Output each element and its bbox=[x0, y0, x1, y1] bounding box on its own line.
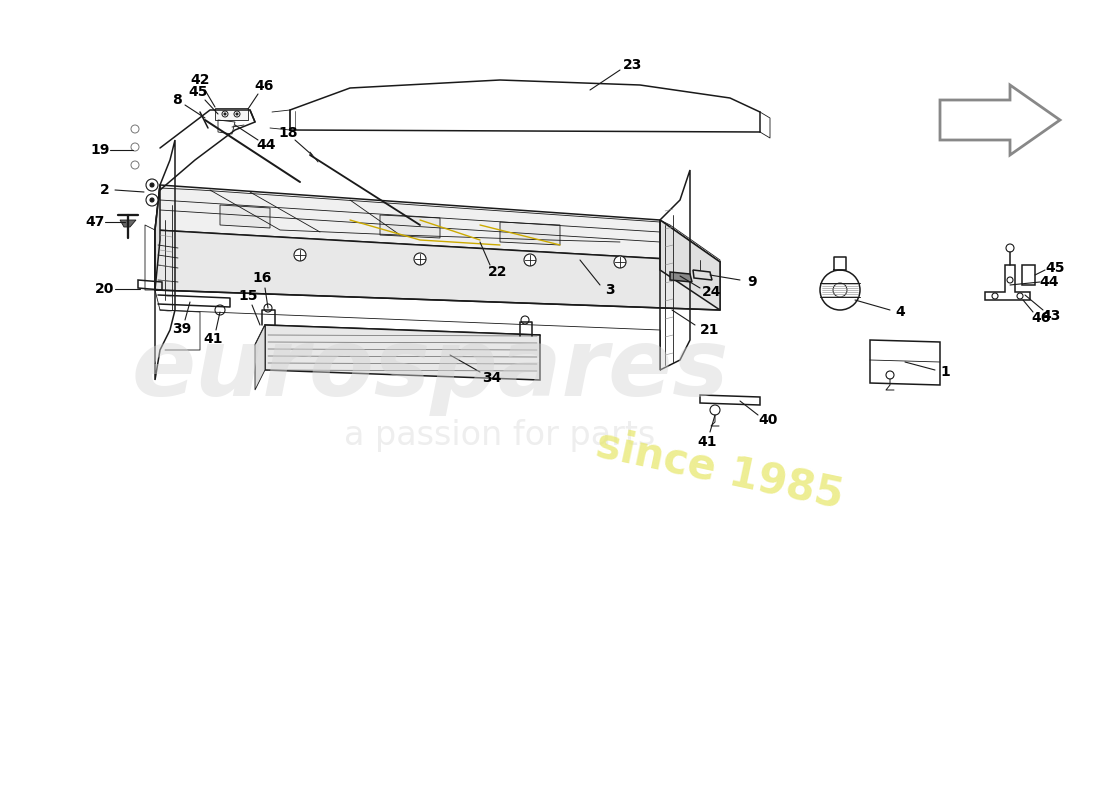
Circle shape bbox=[1006, 277, 1013, 283]
Circle shape bbox=[521, 316, 529, 324]
Text: 47: 47 bbox=[86, 215, 104, 229]
Circle shape bbox=[992, 293, 998, 299]
Polygon shape bbox=[220, 205, 270, 228]
Text: since 1985: since 1985 bbox=[593, 423, 847, 517]
Text: 41: 41 bbox=[204, 332, 222, 346]
Text: 21: 21 bbox=[701, 323, 719, 337]
Text: 45: 45 bbox=[188, 85, 208, 99]
Text: 40: 40 bbox=[758, 413, 778, 427]
Text: 46: 46 bbox=[1032, 311, 1050, 325]
Text: 19: 19 bbox=[90, 143, 110, 157]
Circle shape bbox=[1018, 293, 1023, 299]
Circle shape bbox=[146, 194, 158, 206]
Text: a passion for parts: a passion for parts bbox=[344, 418, 656, 451]
Text: 24: 24 bbox=[702, 285, 722, 299]
Polygon shape bbox=[255, 325, 540, 355]
Polygon shape bbox=[940, 85, 1060, 155]
Text: eurospares: eurospares bbox=[131, 324, 728, 416]
Text: 44: 44 bbox=[256, 138, 276, 152]
Text: 4: 4 bbox=[895, 305, 905, 319]
Text: 16: 16 bbox=[252, 271, 272, 285]
Text: 15: 15 bbox=[239, 289, 257, 303]
Circle shape bbox=[820, 270, 860, 310]
Polygon shape bbox=[214, 108, 248, 120]
Text: 34: 34 bbox=[482, 371, 502, 385]
Circle shape bbox=[710, 405, 720, 415]
Text: 18: 18 bbox=[278, 126, 298, 140]
Circle shape bbox=[264, 304, 272, 312]
Circle shape bbox=[150, 198, 154, 202]
Polygon shape bbox=[155, 185, 720, 262]
Polygon shape bbox=[379, 215, 440, 238]
Text: 39: 39 bbox=[173, 322, 191, 336]
Polygon shape bbox=[500, 222, 560, 245]
Text: 9: 9 bbox=[747, 275, 757, 289]
Polygon shape bbox=[670, 272, 692, 282]
Polygon shape bbox=[120, 220, 136, 227]
Text: 42: 42 bbox=[190, 73, 210, 87]
Text: 46: 46 bbox=[254, 79, 274, 93]
Text: 44: 44 bbox=[1040, 275, 1058, 289]
Circle shape bbox=[294, 249, 306, 261]
Text: 41: 41 bbox=[697, 435, 717, 449]
Text: 43: 43 bbox=[1042, 309, 1060, 323]
Circle shape bbox=[222, 111, 228, 117]
Circle shape bbox=[224, 113, 225, 115]
Polygon shape bbox=[255, 325, 265, 390]
Text: 3: 3 bbox=[605, 283, 615, 297]
Polygon shape bbox=[660, 220, 720, 310]
Text: 20: 20 bbox=[96, 282, 114, 296]
Text: 1: 1 bbox=[940, 365, 950, 379]
Circle shape bbox=[214, 305, 225, 315]
Circle shape bbox=[150, 183, 154, 187]
Circle shape bbox=[414, 253, 426, 265]
Polygon shape bbox=[265, 325, 540, 380]
Circle shape bbox=[886, 371, 894, 379]
Circle shape bbox=[146, 179, 158, 191]
Circle shape bbox=[236, 113, 238, 115]
Circle shape bbox=[524, 254, 536, 266]
Text: 8: 8 bbox=[172, 93, 182, 107]
Circle shape bbox=[234, 111, 240, 117]
Text: 45: 45 bbox=[1045, 261, 1065, 275]
Text: 22: 22 bbox=[488, 265, 508, 279]
Text: 23: 23 bbox=[624, 58, 642, 72]
Text: 2: 2 bbox=[100, 183, 110, 197]
Polygon shape bbox=[155, 185, 160, 290]
Circle shape bbox=[614, 256, 626, 268]
Polygon shape bbox=[155, 230, 720, 310]
